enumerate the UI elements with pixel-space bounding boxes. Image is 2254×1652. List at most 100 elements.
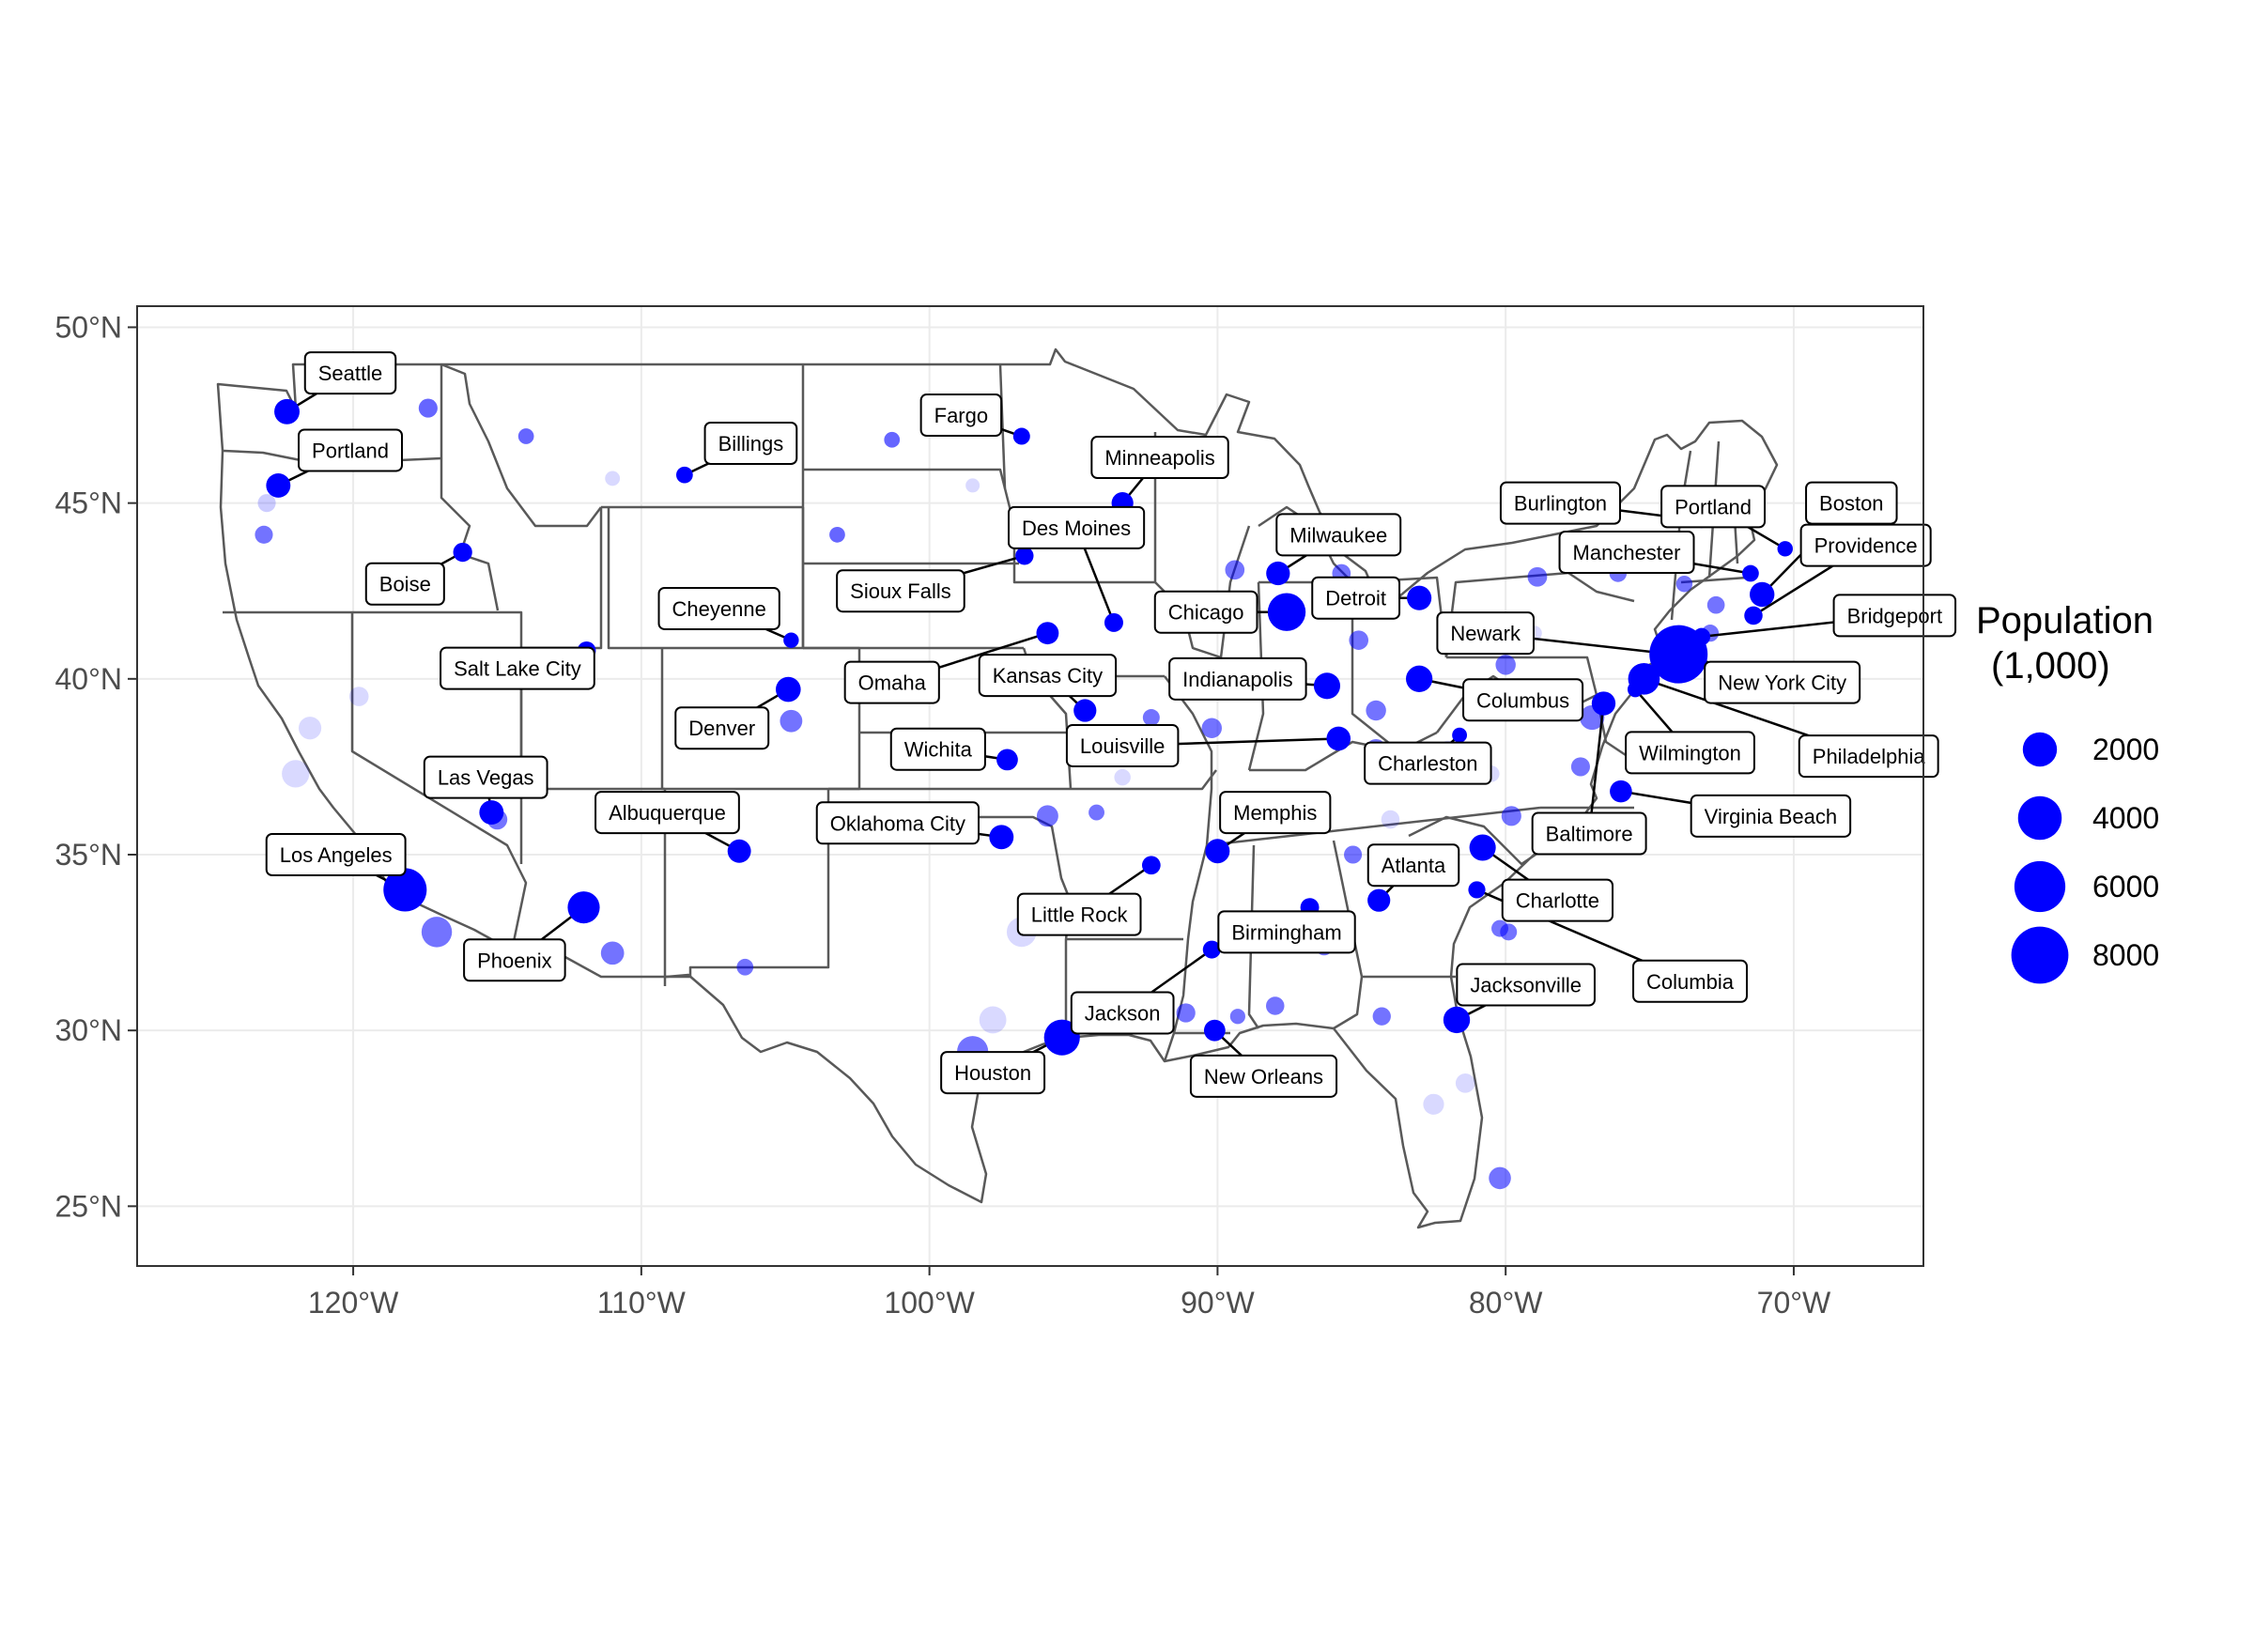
city-point (1491, 919, 1509, 937)
city-point (1015, 547, 1034, 565)
city-label-box (1456, 963, 1596, 1007)
leader-line (1587, 702, 1605, 834)
city-label-box (463, 938, 566, 982)
legend-subtitle: (1,000) (1991, 645, 2110, 687)
y-tick-label: 35°N (55, 838, 123, 872)
city-point (453, 542, 472, 563)
city-point (1381, 810, 1400, 829)
city-label-text: Detroit (1325, 587, 1386, 610)
city-point (1104, 612, 1123, 632)
border-dakotas (801, 364, 1019, 648)
city-label-text: Boise (379, 573, 431, 596)
city-label: Jackson (1070, 991, 1175, 1035)
city-label-box (1501, 878, 1614, 922)
city-point (1675, 576, 1693, 593)
city-label: Wilmington (1625, 731, 1755, 775)
city-label-box (1364, 741, 1492, 785)
city-point (1367, 888, 1391, 912)
city-label-box (674, 706, 770, 750)
city-label-text: Billings (718, 432, 784, 455)
city-label: Baltimore (1531, 811, 1647, 856)
city-label-box (1153, 590, 1258, 634)
city-label-box (1704, 660, 1861, 704)
city-point (421, 917, 453, 948)
city-point (600, 941, 625, 965)
city-label: Billings (703, 422, 798, 465)
y-tick-label: 30°N (55, 1013, 123, 1047)
city-point (1372, 1007, 1391, 1026)
city-label-box (843, 660, 940, 704)
city-label: Minneapolis (1090, 435, 1229, 479)
city-label-box (1798, 734, 1939, 779)
city-label-text: Providence (1814, 534, 1918, 558)
city-label-box (1436, 611, 1535, 656)
city-label: Sioux Falls (836, 569, 965, 613)
city-label: New Orleans (1189, 1054, 1338, 1098)
city-label-box (836, 569, 965, 613)
city-label: Fargo (919, 394, 1003, 438)
city-label-text: New Orleans (1204, 1065, 1323, 1088)
city-label: Little Rock (1016, 892, 1142, 936)
city-label: Columbia (1632, 959, 1748, 1003)
city-point (1266, 561, 1290, 586)
city-point (266, 472, 291, 498)
city-label-text: Portland (312, 439, 389, 462)
city-point (996, 749, 1018, 771)
city-label-text: Las Vegas (438, 766, 534, 790)
city-point (1203, 1019, 1226, 1042)
city-point (1225, 560, 1245, 580)
city-label-text: Milwaukee (1289, 523, 1387, 547)
y-tick-label: 50°N (55, 310, 123, 344)
city-point (884, 431, 901, 448)
city-label: Providence (1799, 523, 1932, 567)
city-label-box (1462, 678, 1584, 722)
city-label-text: Des Moines (1022, 517, 1131, 540)
city-label-box (1311, 576, 1401, 620)
border-idaho-west (440, 364, 500, 611)
y-tick-label: 45°N (55, 486, 123, 520)
city-point (1344, 845, 1363, 864)
city-label-box (1366, 843, 1460, 888)
city-label: Portland (298, 428, 403, 472)
city-point (1423, 1093, 1444, 1115)
legend-key (2014, 860, 2066, 913)
city-label-text: Salt Lake City (454, 657, 581, 681)
city-point (1649, 625, 1708, 684)
city-point (736, 958, 754, 976)
city-point (1141, 856, 1161, 875)
city-label: Columbus (1462, 678, 1584, 722)
city-label: Seattle (303, 351, 397, 395)
city-label-box (703, 422, 798, 465)
legend: Population (1,000) 2000 4000 6000 8000 (1976, 600, 2159, 984)
city-label-text: Atlanta (1382, 854, 1446, 877)
city-label: Cheyenne (657, 586, 780, 630)
city-point (1706, 595, 1725, 614)
city-label: Atlanta (1366, 843, 1460, 888)
city-label-box (940, 1051, 1046, 1095)
city-label-box (440, 646, 595, 690)
city-labels: Seattle Portland Boise Billings Fargo Minneap… (265, 351, 1957, 1098)
city-label-box (1625, 731, 1755, 775)
city-label-box (1690, 794, 1852, 838)
city-label-box (1632, 959, 1748, 1003)
city-label-text: Boston (1819, 492, 1884, 516)
border-nm-tx (665, 789, 830, 979)
city-label-box (298, 428, 403, 472)
y-axis: 25°N 30°N 35°N 40°N 45°N 50°N (55, 310, 137, 1223)
city-label: Boise (364, 562, 445, 606)
city-label-box (594, 791, 740, 835)
city-label-box (1832, 594, 1957, 638)
city-point (298, 717, 322, 740)
city-label-box (1070, 991, 1175, 1035)
city-point (1406, 665, 1433, 692)
city-label-box (1799, 523, 1932, 567)
x-axis: 120°W 110°W 100°W 90°W 80°W 70°W (308, 1266, 1831, 1320)
city-label-box (978, 654, 1118, 698)
border-carolinas (1408, 806, 1634, 866)
legend-entries: 2000 4000 6000 8000 (2011, 732, 2159, 984)
city-point (1205, 839, 1230, 864)
city-label-box (1558, 531, 1695, 575)
city-label-text: Birmingham (1231, 920, 1341, 944)
city-point (979, 1006, 1007, 1034)
